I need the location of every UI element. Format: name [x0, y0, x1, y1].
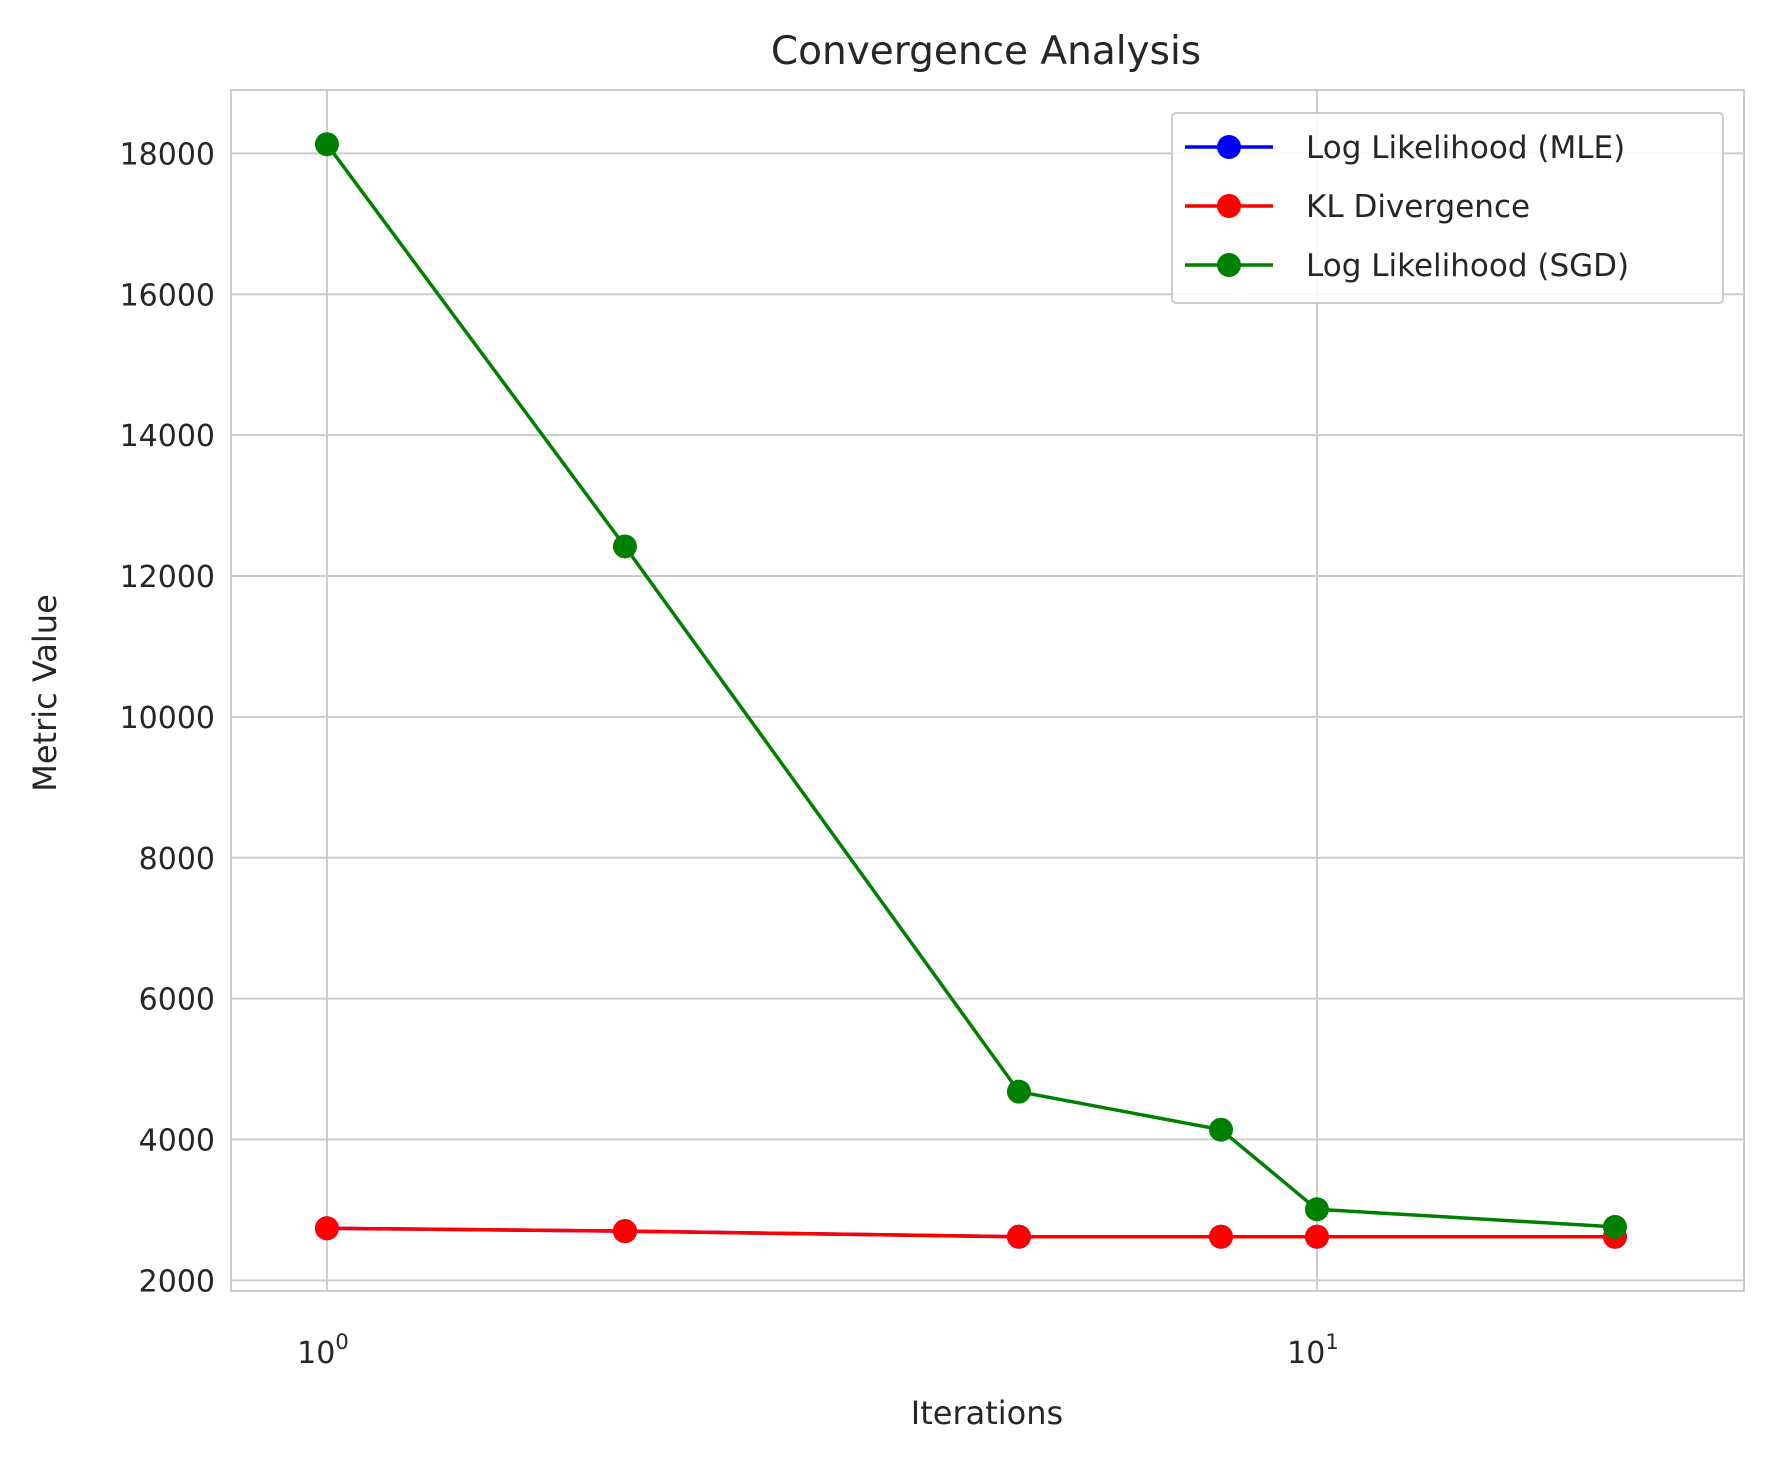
chart-title: Convergence Analysis	[771, 29, 1201, 74]
y-tick-label: 8000	[139, 842, 215, 877]
legend-frame	[1171, 112, 1724, 304]
y-tick-label: 4000	[139, 1124, 215, 1159]
y-tick-label: 14000	[120, 419, 215, 454]
data-point	[612, 534, 637, 559]
y-tick-label: 10000	[120, 701, 215, 736]
data-point	[314, 1216, 339, 1241]
y-axis-label: Metric Value	[26, 594, 64, 792]
legend-label: Log Likelihood (MLE)	[1306, 130, 1625, 166]
y-tick-label: 16000	[120, 278, 215, 313]
series-line	[326, 1226, 1615, 1239]
legend-marker	[1217, 135, 1241, 159]
plot-area-frame	[230, 89, 1745, 1292]
data-point	[1602, 1214, 1627, 1239]
series-3	[314, 132, 1627, 1239]
y-tick-label: 6000	[139, 983, 215, 1018]
series-lines	[314, 132, 1627, 1249]
x-axis-label: Iterations	[911, 1394, 1063, 1432]
y-tick-label: 2000	[139, 1264, 215, 1299]
legend-marker	[1217, 194, 1241, 218]
tick-labels: 2000 4000 6000 8000 10000 12000 14000 16000 1800…	[120, 137, 1339, 1371]
data-point	[314, 132, 339, 157]
y-tick-label: 12000	[120, 560, 215, 595]
data-point	[1209, 1117, 1234, 1142]
data-point	[1209, 1224, 1234, 1249]
legend-label: KL Divergence	[1306, 189, 1530, 225]
data-point	[1304, 1224, 1329, 1249]
x-tick-label: 100	[297, 1330, 349, 1371]
data-point	[1006, 1079, 1031, 1104]
data-point	[612, 1219, 637, 1244]
legend-label: Log Likelihood (SGD)	[1306, 248, 1629, 284]
y-tick-label: 18000	[120, 137, 215, 172]
grid	[231, 90, 1744, 1291]
data-point	[1304, 1197, 1329, 1222]
legend-marker	[1217, 253, 1241, 277]
data-point	[1006, 1224, 1031, 1249]
legend: Log Likelihood (MLE) KL Divergence Log Lik…	[1171, 112, 1724, 304]
x-tick-label: 101	[1287, 1330, 1339, 1371]
series-line	[325, 143, 1616, 1229]
